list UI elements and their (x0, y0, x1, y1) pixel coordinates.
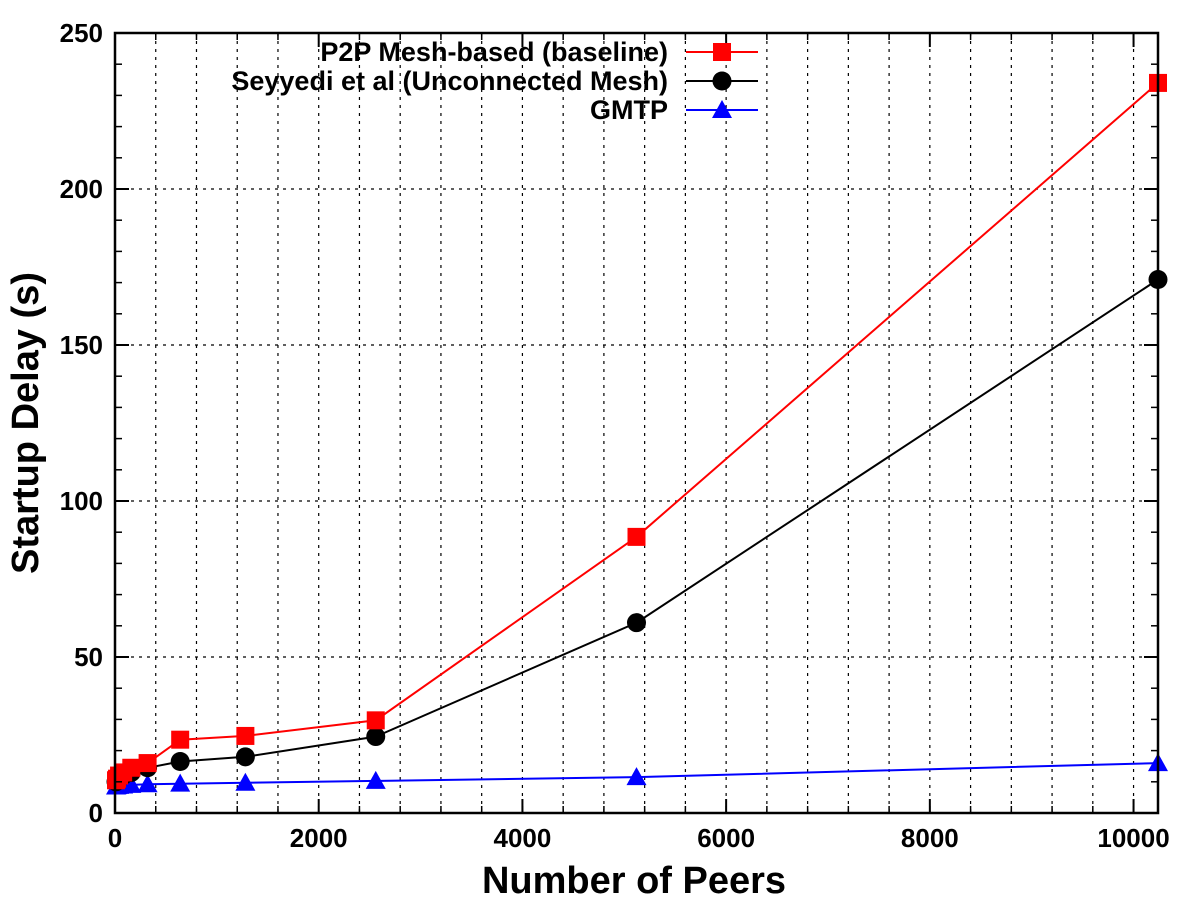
series-layer (106, 73, 1168, 795)
data-point (235, 772, 256, 791)
legend-label: Seyyedi et al (Unconnected Mesh) (231, 66, 668, 96)
x-tick-label: 6000 (697, 823, 755, 853)
data-point (235, 747, 255, 767)
series-line (115, 82, 1159, 781)
grid-lines (115, 33, 1158, 813)
data-point (137, 774, 158, 793)
data-point (365, 770, 386, 789)
x-tick-label: 2000 (290, 823, 348, 853)
y-tick-label: 100 (60, 486, 103, 516)
x-tick-label: 10000 (1097, 823, 1169, 853)
data-point (121, 774, 142, 793)
legend-label: P2P Mesh-based (baseline) (320, 37, 668, 67)
x-tick-label: 0 (108, 823, 122, 853)
data-point (366, 727, 386, 747)
data-point (627, 527, 646, 546)
y-tick-label: 50 (74, 642, 103, 672)
data-point (138, 754, 157, 773)
legend-entry: P2P Mesh-based (baseline) (320, 37, 758, 67)
data-point (627, 613, 646, 633)
legend: P2P Mesh-based (baseline)Seyyedi et al (… (231, 37, 758, 125)
legend-marker (713, 43, 731, 61)
data-point (626, 767, 647, 786)
y-tick-label: 150 (60, 330, 103, 360)
legend-label: GMTP (590, 95, 668, 125)
x-tick-label: 4000 (494, 823, 552, 853)
series-1 (107, 73, 1167, 790)
legend-entry: GMTP (590, 95, 758, 125)
y-tick-label: 250 (60, 18, 103, 48)
x-tick-label: 8000 (901, 823, 959, 853)
plot-frame (113, 31, 1160, 815)
legend-marker (712, 100, 732, 118)
data-point (366, 711, 385, 730)
legend-marker (712, 71, 732, 91)
y-tick-label: 200 (60, 174, 103, 204)
y-axis-title: Startup Delay (s) (5, 272, 47, 574)
data-point (122, 758, 141, 777)
series-3 (106, 753, 1168, 795)
data-point (170, 773, 191, 792)
data-point (171, 730, 190, 749)
data-point (170, 752, 190, 772)
legend-entry: Seyyedi et al (Unconnected Mesh) (231, 66, 758, 96)
data-point (236, 726, 255, 745)
x-axis-title: Number of Peers (482, 860, 786, 900)
y-tick-label: 0 (89, 798, 103, 828)
axes: 0 2000 4000 6000 8000 10000 0 50 100 150 200 250 (60, 18, 1170, 853)
